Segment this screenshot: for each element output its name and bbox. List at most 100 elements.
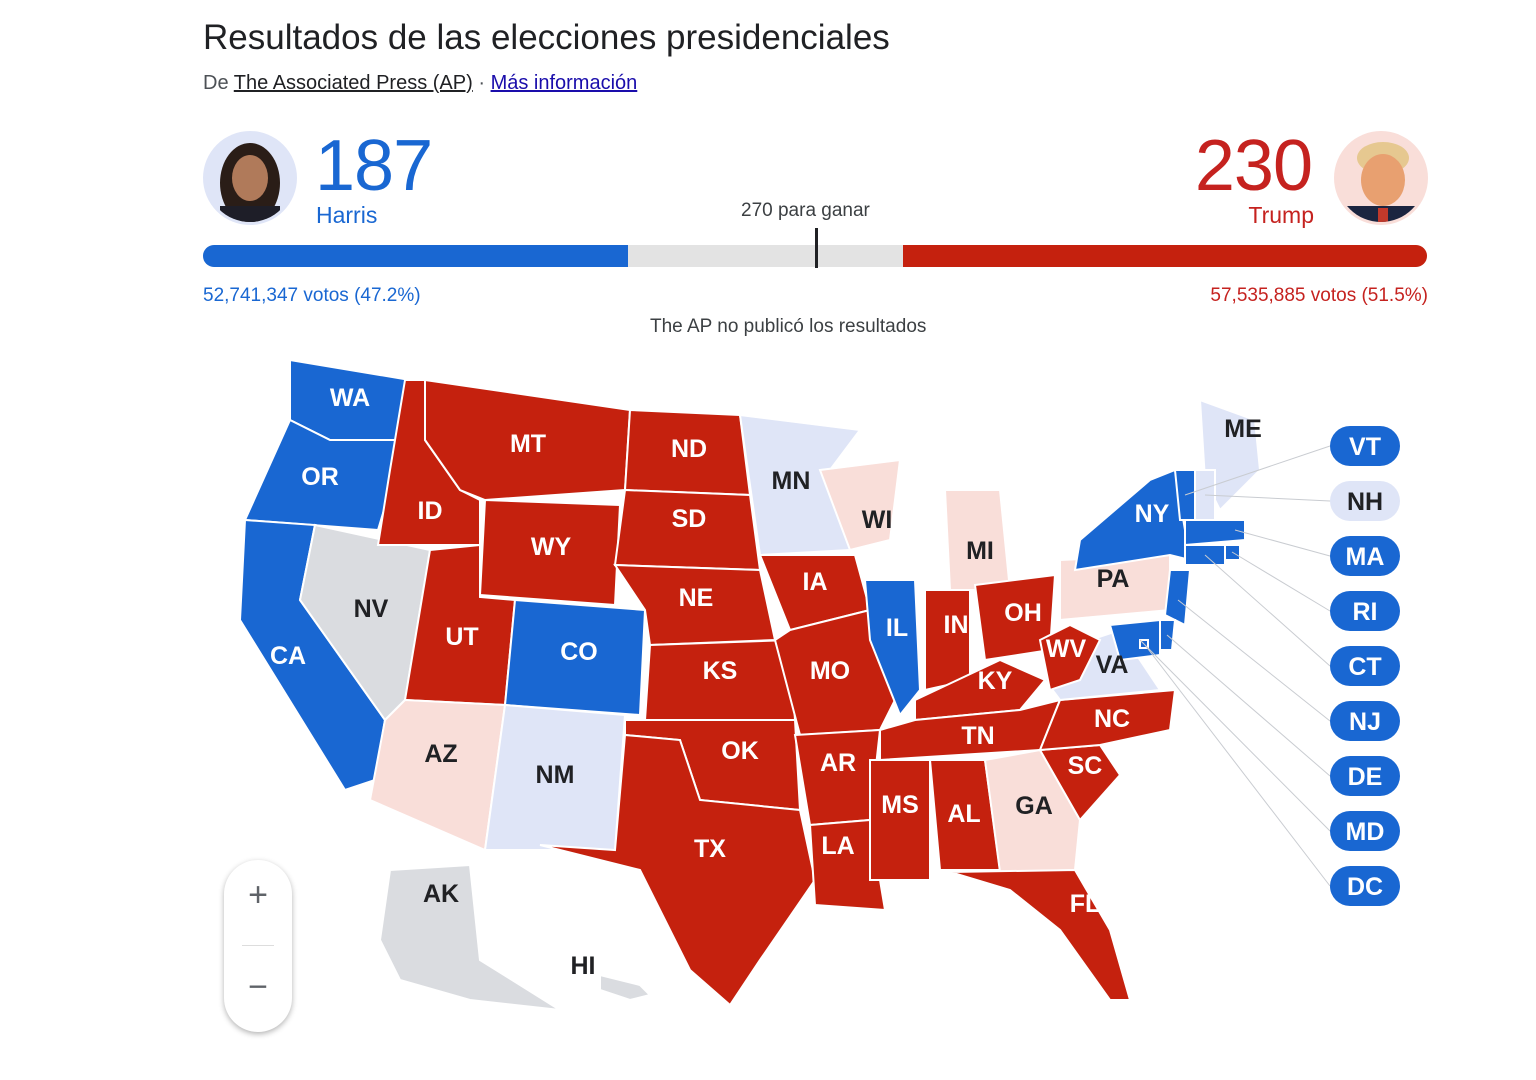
state[interactable] <box>869 759 931 881</box>
more-info-link[interactable]: Más información <box>490 72 638 94</box>
trump-electoral-votes: 230 <box>1194 126 1313 206</box>
harris-electoral-votes: 187 <box>315 126 433 206</box>
state[interactable] <box>1038 688 1177 752</box>
leader-line <box>1231 551 1331 612</box>
leader-line <box>1139 639 1331 832</box>
zoom-in[interactable]: + <box>248 876 268 914</box>
trump-popular-votes: 57,535,885 votos (51.5%) <box>1210 285 1428 306</box>
state-label: NH <box>1347 488 1383 516</box>
state[interactable] <box>983 748 1082 874</box>
state-label: NV <box>354 595 389 623</box>
trump-name: Trump <box>1248 202 1314 228</box>
state-pill[interactable] <box>1330 756 1400 796</box>
state-label: NY <box>1135 500 1170 528</box>
state-label: KY <box>978 667 1013 695</box>
state-label: NC <box>1094 705 1130 733</box>
state-label: NJ <box>1349 708 1381 736</box>
state-pill[interactable] <box>1330 591 1400 631</box>
state-label: RI <box>1353 598 1378 626</box>
separator: · <box>478 72 485 94</box>
state-label: MI <box>966 537 994 565</box>
state-label: ND <box>671 435 707 463</box>
state-label: UT <box>445 623 478 651</box>
leader-line <box>1234 529 1331 557</box>
state-label: OR <box>301 463 339 491</box>
progress-bar <box>203 245 1427 267</box>
trump-photo <box>1334 131 1428 225</box>
state-pill[interactable] <box>1330 426 1400 466</box>
state-label: TN <box>961 722 994 750</box>
state-pill[interactable] <box>1330 646 1400 686</box>
state-label: LA <box>821 832 854 860</box>
state[interactable] <box>808 818 887 912</box>
goal-marker <box>815 228 818 268</box>
state-label: CO <box>560 638 598 666</box>
state[interactable] <box>793 728 882 827</box>
state-label: FL <box>1070 890 1101 918</box>
state-label: NE <box>679 584 714 612</box>
state[interactable] <box>914 658 1047 722</box>
state[interactable] <box>599 973 652 1002</box>
state-label: KS <box>703 657 738 685</box>
state-label: WI <box>862 506 893 534</box>
state-pill[interactable] <box>1330 536 1400 576</box>
state-label: MT <box>510 430 546 458</box>
zoom-divider <box>242 945 274 946</box>
state-pill[interactable] <box>1330 701 1400 741</box>
trump-bar <box>903 245 1427 267</box>
harris-name: Harris <box>316 202 378 228</box>
state[interactable] <box>1108 618 1161 662</box>
state-label: MD <box>1346 818 1385 846</box>
harris-popular-votes: 52,741,347 votos (47.2%) <box>203 285 421 306</box>
state-label: IN <box>944 611 969 639</box>
source-prefix: De <box>203 72 229 94</box>
state[interactable] <box>1163 569 1192 627</box>
state-label: MS <box>881 791 919 819</box>
state[interactable] <box>368 698 507 852</box>
state-pill[interactable] <box>1330 481 1400 521</box>
zoom-out[interactable]: − <box>248 968 268 1006</box>
state-label: TX <box>694 835 726 863</box>
leader-line <box>1184 445 1331 496</box>
state-label: GA <box>1015 792 1053 820</box>
state[interactable] <box>924 589 971 692</box>
state-label: HI <box>571 952 596 980</box>
state-label: IL <box>886 614 908 642</box>
state-label: AR <box>820 749 856 777</box>
zoom-control: + − <box>224 860 292 1032</box>
state-label: DE <box>1348 763 1383 791</box>
state[interactable] <box>503 598 647 717</box>
state-label: VT <box>1349 433 1381 461</box>
state-label: CA <box>270 642 306 670</box>
state-label: WA <box>330 384 370 412</box>
leader-line <box>1144 644 1331 887</box>
state[interactable] <box>478 498 622 607</box>
state[interactable] <box>1038 623 1102 692</box>
state[interactable] <box>818 458 902 552</box>
state[interactable] <box>949 868 1132 1001</box>
state[interactable] <box>539 733 817 1007</box>
source-line: De The Associated Press (AP) · Más infor… <box>203 72 637 95</box>
goal-label: 270 para ganar <box>741 200 870 221</box>
state-label: DC <box>1347 873 1383 901</box>
state-label: IA <box>803 568 828 596</box>
state-pill[interactable] <box>1330 811 1400 851</box>
publisher[interactable]: The Associated Press (AP) <box>233 72 473 94</box>
state[interactable] <box>1073 468 1192 572</box>
state-pill[interactable] <box>1330 866 1400 906</box>
state[interactable] <box>1184 519 1246 547</box>
leader-line <box>1204 494 1331 502</box>
leader-line <box>1177 599 1331 722</box>
state-label: CT <box>1348 653 1381 681</box>
state[interactable] <box>378 863 561 1011</box>
state-label: SC <box>1068 752 1103 780</box>
harris-photo <box>203 131 297 225</box>
state-label: MA <box>1346 543 1385 571</box>
state-label: ID <box>418 497 443 525</box>
state[interactable] <box>863 579 922 717</box>
state-label: WY <box>531 533 572 561</box>
title: Resultados de las elecciones presidencia… <box>203 18 890 57</box>
state-label: AL <box>947 800 980 828</box>
